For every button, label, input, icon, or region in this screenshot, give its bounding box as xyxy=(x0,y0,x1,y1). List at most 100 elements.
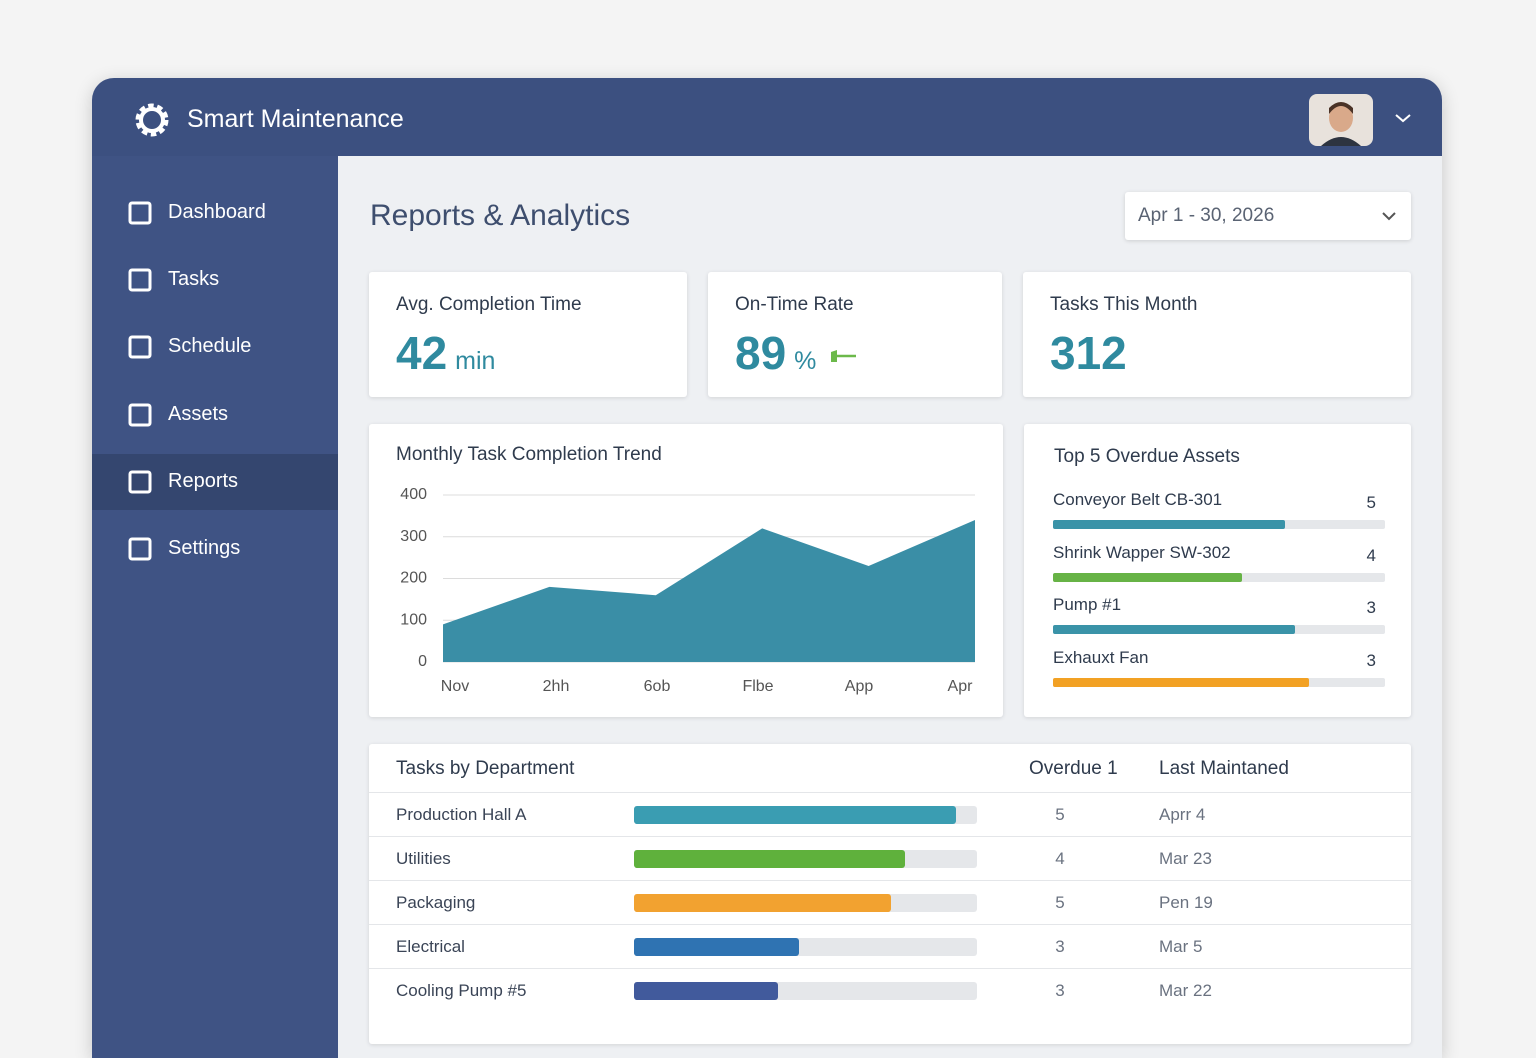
last-maintained: Mar 23 xyxy=(1159,849,1212,868)
kpi-label: Tasks This Month xyxy=(1050,294,1198,315)
nav-label: Assets xyxy=(168,402,229,425)
department-name: Utilities xyxy=(396,849,451,868)
y-tick-label: 100 xyxy=(400,611,427,628)
nav-icon xyxy=(128,335,152,359)
x-tick-label: Flbe xyxy=(742,678,773,695)
department-bar xyxy=(634,938,799,956)
kpi-unit: min xyxy=(455,347,496,375)
column-header: Last Maintaned xyxy=(1159,758,1289,779)
kpi-value-row: 42 min xyxy=(396,326,495,380)
page: Smart Maintenance { "header": {"title": … xyxy=(92,78,1442,1058)
department-name: Electrical xyxy=(396,937,465,956)
asset-bar xyxy=(1053,572,1243,582)
table-title: Tasks by Department xyxy=(396,758,575,779)
nav-icon-shape xyxy=(128,201,152,225)
date-chevron xyxy=(1382,212,1396,221)
nav-icon-shape xyxy=(128,403,152,427)
area xyxy=(443,520,975,662)
department-bar xyxy=(634,850,905,868)
row-divider xyxy=(369,792,1411,793)
nav-icon-shape xyxy=(128,335,152,359)
department-table: Tasks by Department Overdue 1 Last Mainta… xyxy=(369,744,1411,1044)
asset-count: 4 xyxy=(1366,545,1376,565)
date-range-picker[interactable]: Apr 1 - 30, 2026 xyxy=(1125,192,1411,240)
row-divider xyxy=(369,924,1411,925)
kpi-value-row: 89% xyxy=(735,326,816,380)
header-bar xyxy=(92,78,1442,156)
nav-item[interactable]: Schedule xyxy=(92,319,338,375)
date-range-text: Apr 1 - 30, 2026 xyxy=(1138,205,1275,226)
chart-title: Monthly Task Completion Trend xyxy=(396,444,662,465)
kpi-card: Avg. Completion Time 42 min xyxy=(369,272,687,397)
nav-icon-shape xyxy=(128,470,152,494)
overdue-count: 5 xyxy=(1055,805,1065,824)
column-header: Overdue 1 xyxy=(1029,758,1118,779)
app-title: Smart Maintenance xyxy=(187,105,404,133)
overdue-count: 5 xyxy=(1055,893,1065,912)
kpi-label: On-Time Rate xyxy=(735,294,854,315)
asset-name: Exhauxt Fan xyxy=(1053,648,1149,668)
department-bar xyxy=(634,806,957,824)
asset-count: 3 xyxy=(1366,598,1376,618)
y-tick-label: 0 xyxy=(418,653,427,670)
nav-icon xyxy=(128,537,152,561)
overdue-title: Top 5 Overdue Assets xyxy=(1054,446,1240,467)
nav-label: Settings xyxy=(168,537,241,559)
kpi-card: On-Time Rate 89% xyxy=(708,272,1002,397)
kpi-value: 89 xyxy=(735,327,787,379)
asset-name: Pump #1 xyxy=(1053,595,1122,615)
nav-label: Reports xyxy=(168,469,239,492)
asset-bar xyxy=(1053,520,1286,529)
kpi-value-row: 312 xyxy=(1050,326,1127,380)
nav-label: Dashboard xyxy=(168,201,266,223)
overdue-count: 3 xyxy=(1055,981,1065,1000)
y-tick-label: 400 xyxy=(400,486,427,503)
x-tick-label: Nov xyxy=(441,678,469,695)
department-name: Production Hall A xyxy=(396,805,527,824)
department-name: Packaging xyxy=(396,893,476,912)
logo-gear xyxy=(135,103,169,137)
row-divider xyxy=(369,880,1411,881)
trend-chart: Monthly Task Completion Trend 0 100 200 300… xyxy=(396,444,975,695)
asset-name: Conveyor Belt CB-301 xyxy=(1053,490,1223,509)
last-maintained: Mar 22 xyxy=(1159,981,1212,1000)
asset-bar xyxy=(1053,625,1296,635)
nav-icon xyxy=(128,268,152,292)
overdue-count: 3 xyxy=(1055,937,1065,956)
asset-name: Shrink Wapper SW-302 xyxy=(1053,542,1231,562)
x-tick-label: App xyxy=(845,678,874,695)
nav-item[interactable]: Reports xyxy=(92,453,338,510)
overdue-card: Top 5 Overdue Assets Conveyor Belt CB-30… xyxy=(1024,424,1411,717)
nav-icon xyxy=(128,470,152,494)
nav-item[interactable]: Tasks xyxy=(92,252,338,308)
last-maintained: Pen 19 xyxy=(1159,893,1213,912)
asset-bar xyxy=(1053,678,1309,688)
trend-arrow xyxy=(831,350,856,362)
nav-label: Schedule xyxy=(168,335,252,358)
body: Smart Maintenance Dashboard Tasks Schedule… xyxy=(92,78,1442,1058)
kpi-value: 312 xyxy=(1050,327,1127,379)
department-bar xyxy=(634,894,892,912)
row-divider xyxy=(369,968,1411,969)
x-tick-label: 6ob xyxy=(644,678,671,695)
last-maintained: Aprr 4 xyxy=(1159,805,1206,824)
sidebar xyxy=(92,156,338,1058)
nav-item[interactable]: Assets xyxy=(92,387,338,443)
user-menu-chevron[interactable] xyxy=(1394,110,1412,126)
y-tick-label: 200 xyxy=(400,570,427,587)
x-tick-label: Apr xyxy=(948,678,974,695)
kpi-card: Tasks This Month 312 xyxy=(1023,272,1411,397)
nav-icon-shape xyxy=(128,268,152,292)
nav-icon-shape xyxy=(128,537,152,561)
nav-item[interactable]: Dashboard xyxy=(92,185,338,241)
nav-icon xyxy=(128,201,152,225)
kpi-label: Avg. Completion Time xyxy=(396,294,582,315)
kpi-unit: % xyxy=(794,347,817,375)
x-tick-label: 2hh xyxy=(543,678,570,695)
y-tick-label: 300 xyxy=(400,528,427,545)
asset-count: 5 xyxy=(1366,493,1376,512)
user-avatar[interactable] xyxy=(1309,94,1373,146)
asset-count: 3 xyxy=(1366,651,1376,671)
nav-item[interactable]: Settings xyxy=(92,521,338,577)
row-divider xyxy=(369,836,1411,837)
